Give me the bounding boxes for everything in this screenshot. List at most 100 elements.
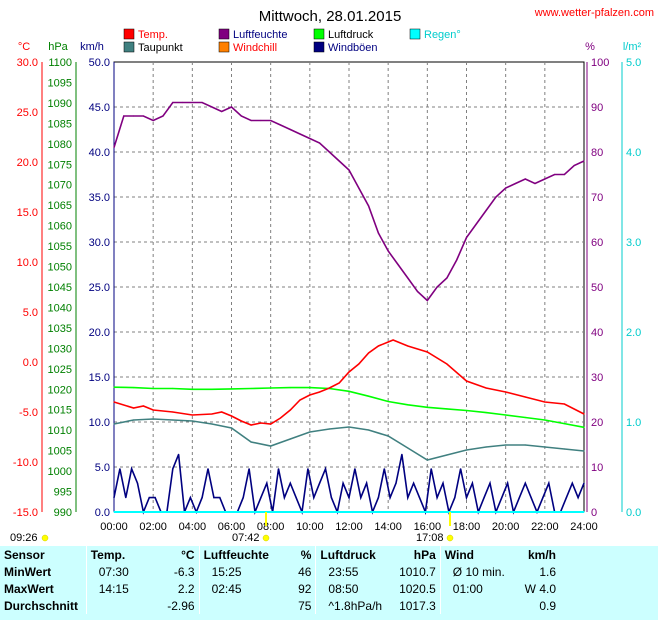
point-0-34 — [446, 277, 448, 279]
point-2-2 — [142, 405, 144, 407]
stats-row: MinWert 07:30 -6.3 15:25 46 23:55 1010.7 Ø 10 m… — [0, 563, 560, 580]
stats-cell-w_label — [439, 597, 513, 614]
point-0-32 — [426, 299, 428, 302]
point-2-3 — [152, 409, 154, 411]
legend-swatch-0 — [123, 28, 135, 40]
tick-x-3: 06:00 — [218, 521, 246, 533]
point-4-4 — [136, 482, 139, 484]
stats-cell-t_val: -6.3 — [173, 564, 195, 579]
point-1-20 — [505, 414, 507, 416]
point-4-47 — [389, 497, 391, 499]
point-0-26 — [368, 205, 370, 207]
point-4-55 — [436, 497, 438, 499]
site-link[interactable]: www.wetter-pfalzen.com — [534, 7, 654, 19]
legend-label-4: Taupunkt — [138, 42, 183, 54]
point-4-30 — [289, 482, 291, 484]
point-4-49 — [401, 453, 403, 455]
stats-cell-p_time: ^1.8hPa/h — [315, 597, 389, 614]
series-2 — [113, 339, 585, 426]
point-1-17 — [446, 408, 448, 410]
tick-wind-5: 25.0 — [89, 282, 110, 294]
legend-label-0: Temp. — [138, 29, 168, 41]
point-5-1 — [583, 511, 585, 513]
series-layer — [113, 101, 585, 516]
legend-swatch-5 — [218, 41, 230, 53]
tick-humidity-4: 60 — [591, 237, 603, 249]
tick-temp-1: 25.0 — [17, 107, 38, 119]
tick-wind-7: 15.0 — [89, 372, 110, 384]
point-4-69 — [518, 497, 521, 499]
stats-cell-t_time — [85, 597, 156, 614]
tick-humidity-7: 30 — [591, 372, 603, 384]
tick-temp-8: -10.0 — [13, 457, 38, 469]
tick-pressure-6: 1070 — [48, 180, 72, 192]
tick-humidity-9: 10 — [591, 462, 603, 474]
point-0-23 — [338, 160, 340, 162]
point-0-19 — [299, 133, 301, 135]
point-4-77 — [565, 497, 568, 499]
point-4-73 — [542, 497, 544, 499]
weather-chart: Mittwoch, 28.01.2015 www.wetter-pfalzen.… — [10, 7, 654, 544]
point-0-4 — [152, 119, 154, 122]
point-1-16 — [426, 406, 428, 408]
point-4-0 — [113, 497, 115, 499]
tick-x-0: 00:00 — [100, 521, 128, 533]
point-2-24 — [387, 341, 389, 343]
point-1-7 — [250, 387, 252, 390]
stats-cell-h_time: 02:45 — [198, 580, 273, 597]
point-4-2 — [125, 497, 127, 499]
point-2-6 — [211, 413, 213, 415]
point-3-15 — [407, 447, 409, 449]
point-0-27 — [377, 232, 379, 234]
point-0-44 — [544, 178, 546, 180]
tick-pressure-3: 1085 — [48, 118, 72, 130]
point-4-18 — [219, 497, 221, 499]
tick-humidity-1: 90 — [591, 102, 603, 114]
point-4-1 — [119, 468, 121, 470]
point-0-3 — [142, 115, 144, 117]
point-3-23 — [563, 448, 566, 450]
tick-pressure-21: 995 — [54, 487, 72, 499]
point-1-4 — [191, 388, 193, 390]
point-1-3 — [172, 387, 174, 390]
point-3-17 — [446, 454, 448, 456]
point-1-1 — [133, 387, 135, 389]
tick-humidity-2: 80 — [591, 147, 603, 159]
tick-temp-6: 0.0 — [23, 357, 38, 369]
stats-cell-t_time: 14:15 — [85, 580, 156, 597]
tick-pressure-9: 1055 — [48, 241, 72, 253]
point-0-18 — [289, 128, 291, 131]
point-0-13 — [240, 115, 242, 117]
point-0-7 — [181, 101, 184, 104]
point-4-22 — [242, 497, 244, 499]
stats-cell-p_val: 1017.3 — [399, 598, 436, 613]
unit-rain: l/m² — [623, 41, 642, 53]
point-4-28 — [277, 468, 280, 470]
point-2-18 — [328, 387, 330, 389]
point-2-28 — [446, 363, 448, 365]
point-2-25 — [392, 339, 394, 341]
point-3-10 — [309, 431, 311, 433]
tick-pressure-4: 1080 — [48, 139, 72, 151]
point-2-16 — [309, 394, 311, 396]
tick-x-11: 22:00 — [531, 521, 559, 533]
point-2-19 — [338, 382, 340, 384]
stats-cell-p_time: 23:55 — [315, 563, 389, 580]
stats-cell-h_val: 92 — [298, 581, 312, 596]
sun-markers: 09:26 07:42 17:08 — [10, 512, 454, 544]
point-4-3 — [131, 468, 133, 470]
point-3-16 — [426, 459, 428, 461]
point-3-6 — [230, 427, 233, 429]
point-2-17 — [319, 391, 321, 393]
point-4-45 — [377, 497, 379, 499]
tick-rain-2: 3.0 — [626, 237, 641, 249]
point-4-79 — [577, 497, 579, 499]
point-3-4 — [191, 420, 193, 422]
point-1-23 — [563, 423, 566, 425]
sun-left-icon — [41, 534, 49, 542]
unit-pressure: hPa — [48, 41, 68, 53]
stats-header-press-unit: hPa — [413, 547, 436, 562]
point-4-40 — [348, 497, 350, 499]
point-2-33 — [544, 401, 546, 403]
tick-pressure-14: 1030 — [48, 343, 72, 355]
